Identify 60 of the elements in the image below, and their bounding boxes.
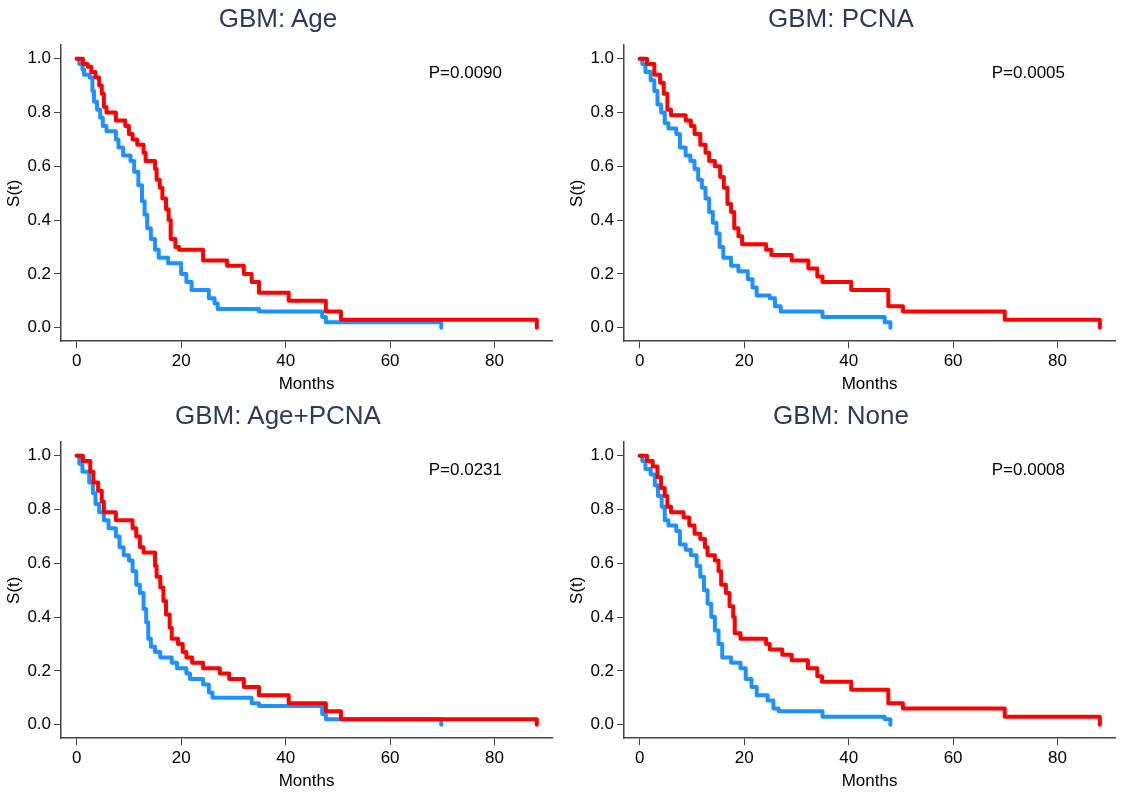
annotation: P=0.0231 (428, 459, 502, 479)
y-tick-label: 1.0 (590, 48, 615, 68)
y-axis-title: S(t) (566, 179, 586, 207)
y-tick-label: 0.2 (27, 660, 52, 680)
y-tick-label: 0.4 (590, 209, 615, 229)
x-tick-label: 40 (839, 351, 859, 371)
y-tick-label: 0.6 (590, 552, 615, 572)
y-tick-label: 1.0 (27, 48, 52, 68)
y-tick-label: 0.0 (590, 317, 615, 337)
y-tick-label: 0.4 (590, 606, 615, 626)
y-axis-title: S(t) (3, 576, 23, 604)
x-tick-label: 40 (276, 351, 296, 371)
annotation: P=0.0090 (428, 62, 502, 82)
x-tick-label: 80 (1048, 351, 1068, 371)
chart-title: GBM: None (773, 399, 909, 430)
x-tick-label: 60 (943, 748, 963, 768)
x-tick-label: 0 (71, 748, 82, 768)
chart-title: GBM: PCNA (768, 2, 915, 33)
y-tick-label: 0.4 (27, 606, 52, 626)
y-tick-label: 0.6 (590, 155, 615, 175)
x-tick-label: 40 (276, 748, 296, 768)
y-tick-label: 1.0 (27, 445, 52, 465)
y-tick-label: 0.2 (27, 263, 52, 283)
y-tick-label: 0.2 (590, 263, 615, 283)
y-tick-label: 0.4 (27, 209, 52, 229)
y-tick-label: 0.8 (27, 102, 52, 122)
chart-title: GBM: Age (218, 2, 338, 33)
y-axis-title: S(t) (3, 179, 23, 207)
y-tick-label: 0.0 (27, 714, 52, 734)
x-axis-title: Months (278, 771, 335, 791)
x-tick-label: 20 (171, 748, 191, 768)
x-tick-label: 60 (380, 351, 400, 371)
x-tick-label: 80 (485, 748, 505, 768)
x-axis-title: Months (278, 374, 335, 394)
x-tick-label: 60 (380, 748, 400, 768)
x-tick-label: 20 (171, 351, 191, 371)
x-tick-label: 40 (839, 748, 859, 768)
y-tick-label: 0.8 (590, 102, 615, 122)
annotation: P=0.0008 (991, 459, 1065, 479)
y-tick-label: 1.0 (590, 445, 615, 465)
x-tick-label: 60 (943, 351, 963, 371)
annotation: P=0.0005 (991, 62, 1065, 82)
x-tick-label: 20 (734, 351, 754, 371)
x-tick-label: 80 (485, 351, 505, 371)
y-tick-label: 0.6 (27, 155, 52, 175)
x-tick-label: 0 (634, 748, 645, 768)
y-tick-label: 0.0 (27, 317, 52, 337)
x-axis-title: Months (841, 771, 898, 791)
chart-title: GBM: Age+PCNA (175, 399, 382, 430)
y-tick-label: 0.2 (590, 660, 615, 680)
y-tick-label: 0.8 (590, 499, 615, 519)
y-axis-title: S(t) (566, 576, 586, 604)
x-tick-label: 20 (734, 748, 754, 768)
y-tick-label: 0.6 (27, 552, 52, 572)
x-tick-label: 80 (1048, 748, 1068, 768)
x-axis-title: Months (841, 374, 898, 394)
x-tick-label: 0 (71, 351, 82, 371)
x-tick-label: 0 (634, 351, 645, 371)
y-tick-label: 0.8 (27, 499, 52, 519)
y-tick-label: 0.0 (590, 714, 615, 734)
